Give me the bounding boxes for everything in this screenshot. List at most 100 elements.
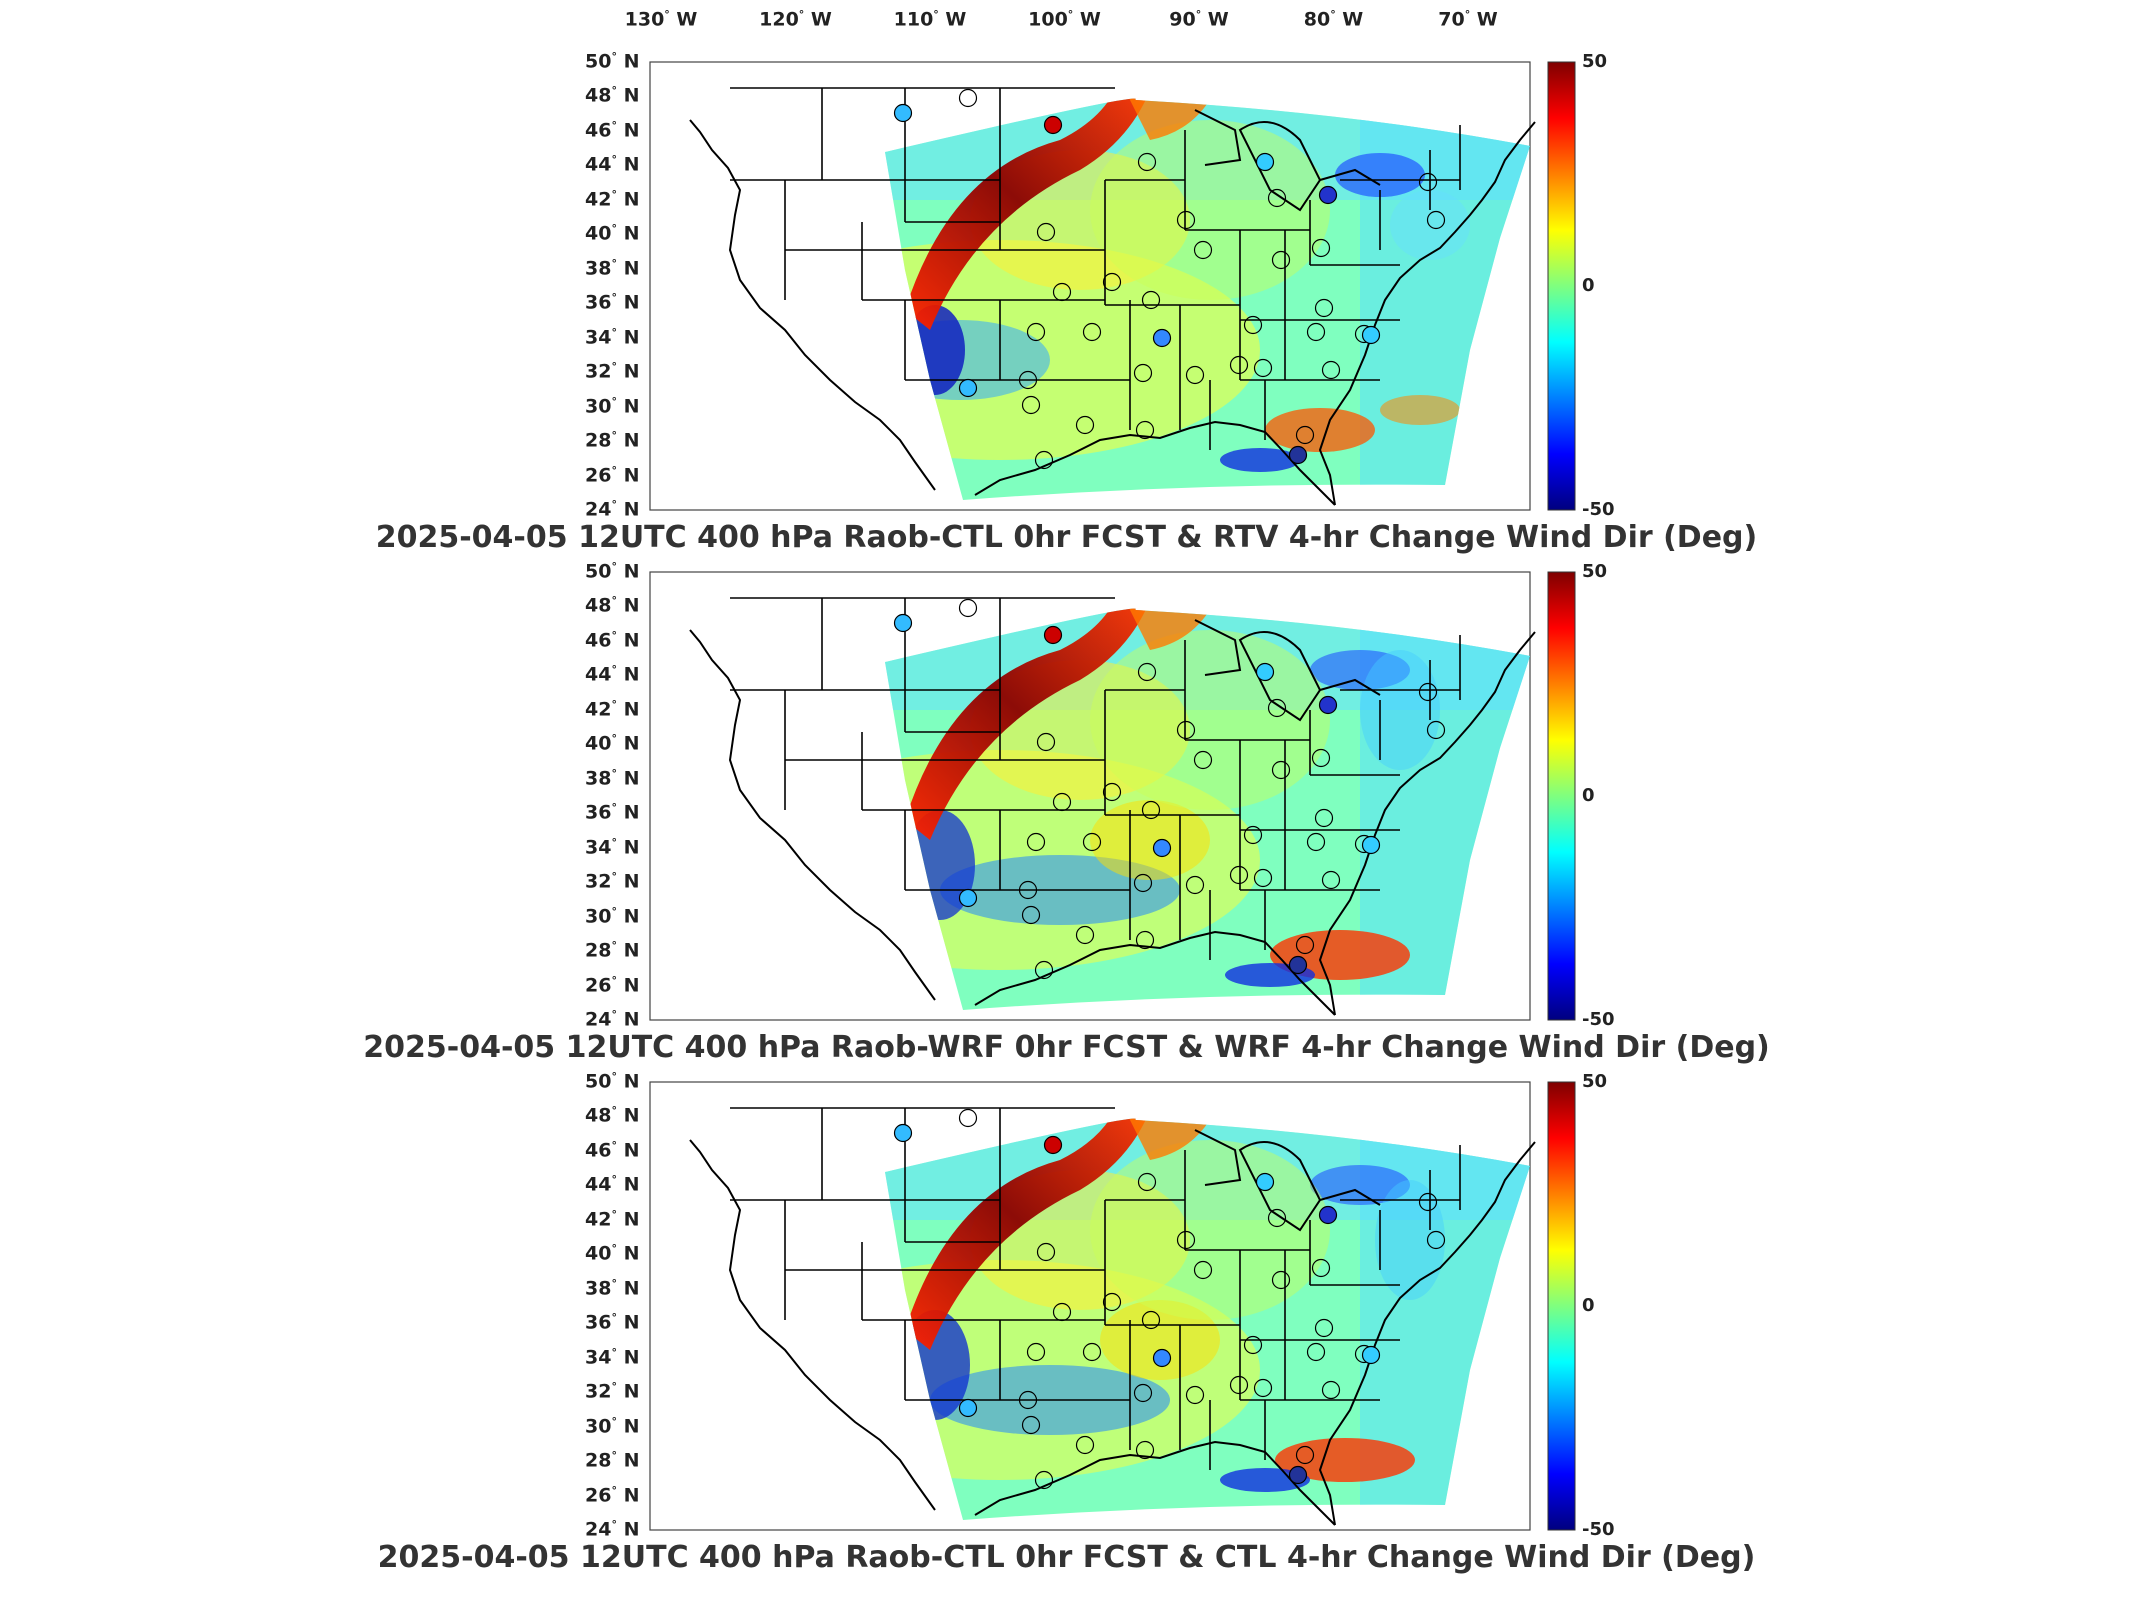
lat-tick-label: 36° N bbox=[585, 291, 640, 314]
raob-station-marker bbox=[958, 598, 978, 618]
raob-station-marker bbox=[1321, 360, 1341, 380]
lat-tick-label: 50° N bbox=[585, 1070, 640, 1093]
raob-station-marker bbox=[1255, 152, 1275, 172]
raob-station-marker bbox=[1426, 210, 1446, 230]
lat-tick-label: 38° N bbox=[585, 1276, 640, 1300]
lat-tick-label: 30° N bbox=[585, 394, 640, 417]
lat-tick-label: 42° N bbox=[585, 187, 640, 211]
raob-station-marker bbox=[1314, 298, 1334, 318]
raob-station-marker bbox=[1267, 698, 1287, 718]
raob-station-marker bbox=[1043, 1135, 1063, 1155]
raob-station-marker bbox=[1267, 1208, 1287, 1228]
raob-station-marker bbox=[1135, 420, 1155, 440]
lat-tick-label: 48° N bbox=[585, 84, 640, 107]
raob-station-marker bbox=[1311, 1258, 1331, 1278]
lat-tick-label: 44° N bbox=[585, 1173, 640, 1196]
panel-title: 2025-04-05 12UTC 400 hPa Raob-CTL 0hr FC… bbox=[375, 520, 1758, 555]
lon-tick-label: 100° W bbox=[1028, 8, 1101, 31]
lat-tick-label: 46° N bbox=[585, 628, 640, 652]
panel-title: 2025-04-05 12UTC 400 hPa Raob-WRF 0hr FC… bbox=[363, 1030, 1770, 1065]
raob-station-marker bbox=[1026, 832, 1046, 852]
lat-tick-label: 32° N bbox=[585, 360, 640, 383]
raob-station-marker bbox=[1229, 865, 1249, 885]
raob-station-marker bbox=[1361, 835, 1381, 855]
lat-tick-label: 42° N bbox=[585, 1207, 640, 1231]
raob-station-marker bbox=[1311, 238, 1331, 258]
raob-station-marker bbox=[1321, 870, 1341, 890]
raob-station-marker bbox=[1018, 1390, 1038, 1410]
raob-station-marker bbox=[1176, 720, 1196, 740]
raob-station-marker bbox=[1426, 1230, 1446, 1250]
raob-station-marker bbox=[1311, 748, 1331, 768]
raob-station-marker bbox=[1229, 355, 1249, 375]
raob-station-marker bbox=[1036, 222, 1056, 242]
raob-station-marker bbox=[1418, 682, 1438, 702]
raob-station-marker bbox=[1185, 1385, 1205, 1405]
panel-title: 2025-04-05 12UTC 400 hPa Raob-CTL 0hr FC… bbox=[377, 1540, 1756, 1575]
lat-tick-label: 26° N bbox=[585, 973, 640, 996]
lat-tick-label: 34° N bbox=[585, 325, 640, 349]
raob-station-marker bbox=[1075, 925, 1095, 945]
lat-tick-label: 36° N bbox=[585, 801, 640, 824]
lat-tick-label: 28° N bbox=[585, 429, 640, 452]
raob-station-marker bbox=[1135, 930, 1155, 950]
raob-station-marker bbox=[1288, 1465, 1308, 1485]
raob-station-marker bbox=[1082, 322, 1102, 342]
raob-station-marker bbox=[1102, 782, 1122, 802]
lat-tick-label: 48° N bbox=[585, 594, 640, 617]
raob-station-marker bbox=[1021, 1415, 1041, 1435]
raob-station-marker bbox=[1082, 832, 1102, 852]
raob-station-marker bbox=[1243, 825, 1263, 845]
raob-station-marker bbox=[1133, 1383, 1153, 1403]
lon-tick-label: 70° W bbox=[1438, 8, 1498, 31]
colorbar-tick-label: 50 bbox=[1582, 561, 1608, 582]
raob-station-marker bbox=[958, 888, 978, 908]
map-svg bbox=[649, 1081, 1576, 1531]
raob-station-marker bbox=[1253, 358, 1273, 378]
geography-lines bbox=[689, 1107, 1536, 1526]
raob-station-marker bbox=[1052, 792, 1072, 812]
raob-station-marker bbox=[1137, 1172, 1157, 1192]
raob-station-marker bbox=[1075, 1435, 1095, 1455]
raob-station-marker bbox=[1075, 415, 1095, 435]
raob-station-marker bbox=[1318, 185, 1338, 205]
raob-station-marker bbox=[1018, 880, 1038, 900]
raob-station-marker bbox=[1026, 1342, 1046, 1362]
raob-station-marker bbox=[1052, 1302, 1072, 1322]
raob-station-marker bbox=[1021, 395, 1041, 415]
lat-tick-label: 40° N bbox=[585, 732, 640, 755]
raob-station-marker bbox=[1255, 662, 1275, 682]
raob-station-marker bbox=[1135, 1440, 1155, 1460]
raob-station-marker bbox=[1082, 1342, 1102, 1362]
raob-station-marker bbox=[1271, 760, 1291, 780]
raob-station-marker bbox=[1193, 1260, 1213, 1280]
lon-tick-label: 90° W bbox=[1169, 8, 1229, 31]
raob-station-marker bbox=[1021, 905, 1041, 925]
raob-station-marker bbox=[1185, 875, 1205, 895]
raob-station-marker bbox=[1141, 800, 1161, 820]
raob-station-marker bbox=[958, 1108, 978, 1128]
lat-tick-label: 24° N bbox=[585, 1518, 640, 1541]
raob-station-marker bbox=[1043, 115, 1063, 135]
lat-tick-label: 28° N bbox=[585, 1449, 640, 1472]
raob-station-marker bbox=[1318, 1205, 1338, 1225]
raob-stations bbox=[893, 88, 1446, 470]
colorbar-tick-label: 50 bbox=[1582, 1071, 1608, 1092]
raob-station-marker bbox=[1152, 328, 1172, 348]
raob-station-marker bbox=[1176, 210, 1196, 230]
raob-station-marker bbox=[1271, 250, 1291, 270]
raob-station-marker bbox=[1229, 1375, 1249, 1395]
raob-station-marker bbox=[1034, 1470, 1054, 1490]
lat-tick-label: 30° N bbox=[585, 904, 640, 927]
raob-stations bbox=[893, 598, 1446, 980]
colorbar-tick-label: 0 bbox=[1582, 275, 1595, 296]
map-svg bbox=[649, 571, 1576, 1021]
lat-tick-label: 30° N bbox=[585, 1414, 640, 1437]
raob-station-marker bbox=[1052, 282, 1072, 302]
raob-station-marker bbox=[1361, 325, 1381, 345]
raob-station-marker bbox=[893, 613, 913, 633]
raob-station-marker bbox=[1418, 172, 1438, 192]
raob-station-marker bbox=[1426, 720, 1446, 740]
raob-station-marker bbox=[1318, 695, 1338, 715]
raob-station-marker bbox=[1306, 1342, 1326, 1362]
